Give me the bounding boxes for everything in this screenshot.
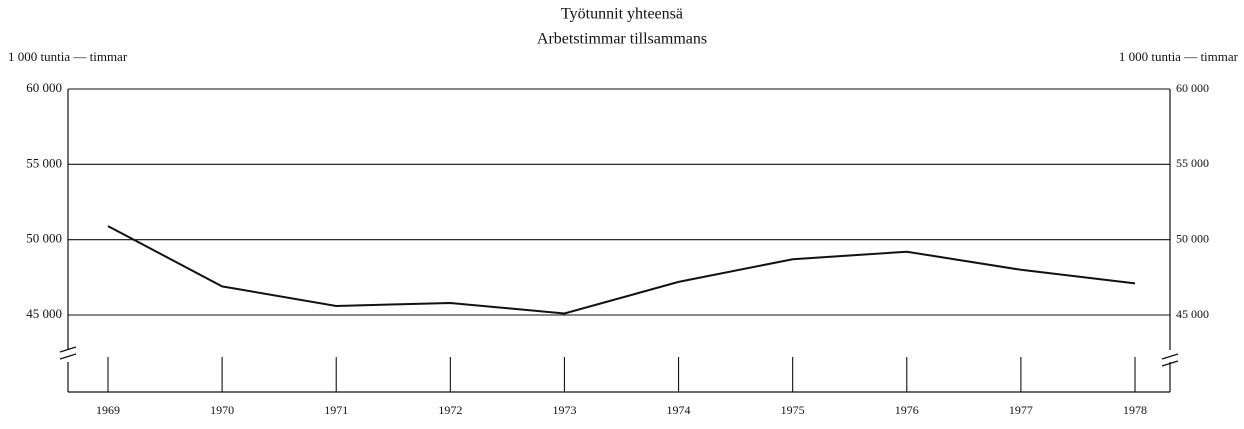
y2-tick-label: 45 000 bbox=[1176, 307, 1209, 321]
y2-tick-label: 60 000 bbox=[1176, 81, 1209, 95]
x-tick-label: 1970 bbox=[210, 403, 234, 417]
chart-title: Työtunnit yhteensä bbox=[561, 6, 683, 23]
y-tick-label: 55 000 bbox=[26, 155, 62, 170]
x-tick-label: 1975 bbox=[781, 403, 805, 417]
x-tick-label: 1971 bbox=[324, 403, 348, 417]
y-tick-label: 50 000 bbox=[26, 231, 62, 246]
x-tick-label: 1974 bbox=[667, 403, 691, 417]
y-tick-label: 60 000 bbox=[26, 80, 62, 95]
x-tick-label: 1969 bbox=[96, 403, 120, 417]
data-line bbox=[107, 225, 1136, 315]
y2-axis-label: 1 000 tuntia — timmar bbox=[1119, 49, 1239, 64]
axis-frame bbox=[59, 89, 1179, 393]
x-tick-label: 1976 bbox=[895, 403, 919, 417]
chart-subtitle: Arbetstimmar tillsammans bbox=[537, 31, 707, 48]
y-axis-label: 1 000 tuntia — timmar bbox=[8, 49, 128, 64]
x-tick-label: 1972 bbox=[438, 403, 462, 417]
y-tick-label: 45 000 bbox=[26, 306, 62, 321]
y2-tick-label: 50 000 bbox=[1176, 231, 1209, 245]
x-tick-label: 1978 bbox=[1123, 403, 1147, 417]
x-tick-label: 1977 bbox=[1009, 403, 1033, 417]
x-tick-label: 1973 bbox=[552, 403, 576, 417]
y2-tick-label: 55 000 bbox=[1176, 156, 1209, 170]
